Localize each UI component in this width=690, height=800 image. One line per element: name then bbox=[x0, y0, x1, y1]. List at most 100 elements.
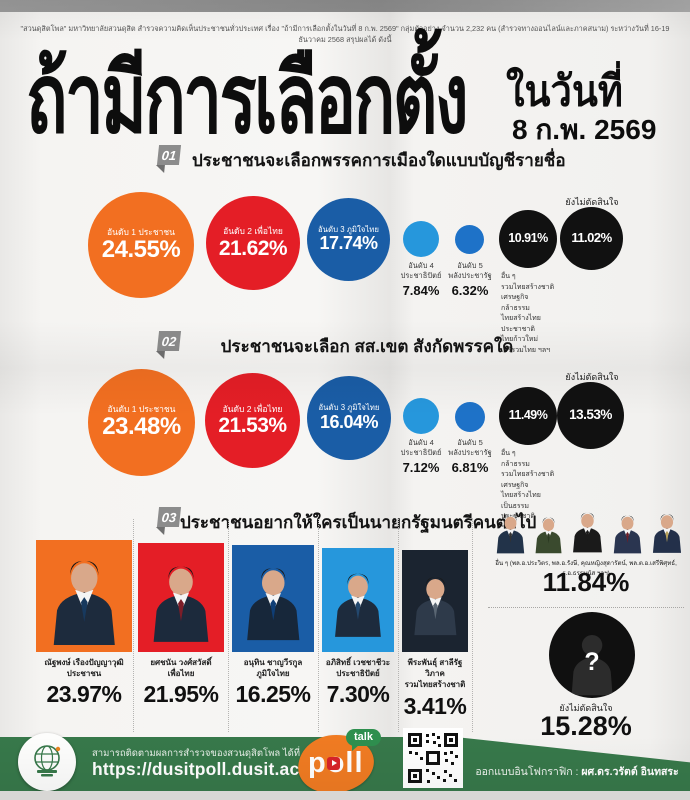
candidate-4-name: อภิสิทธิ์ เวชชาชีวะ ประชาธิปัตย์ bbox=[325, 658, 391, 679]
s2-rank3-value: 16.04% bbox=[319, 411, 379, 432]
candidate-card-5: พีระพันธุ์ สาลีรัฐวิภาค รวมไทยสร้างชาติ … bbox=[402, 550, 468, 720]
candidate-5-name: พีระพันธุ์ สาลีรัฐวิภาค รวมไทยสร้างชาติ bbox=[404, 658, 466, 690]
person-icon bbox=[531, 512, 566, 556]
divider bbox=[488, 607, 684, 608]
s1-bubble-rank4-dot bbox=[403, 221, 439, 257]
designer-credit: ออกแบบอินโฟกราฟิก : ผศ.ดร.วรัตต์ อินทสระ bbox=[468, 763, 686, 780]
s1-bubble-undecided: 11.02% bbox=[560, 207, 623, 270]
paper-bottom-edge bbox=[0, 791, 690, 800]
candidate-4-value: 7.30% bbox=[326, 681, 390, 708]
s2-rank4-value: 7.12% bbox=[402, 460, 440, 476]
person-icon bbox=[407, 556, 464, 652]
section-1-number-badge: 01 bbox=[156, 145, 182, 165]
s2-bubble-undecided: 13.53% bbox=[557, 382, 624, 449]
s1-bubble-others: 10.91% bbox=[499, 210, 557, 268]
s1-rank4-value: 7.84% bbox=[402, 283, 440, 299]
s1-rank5-label-block: อันดับ 5 พลังประชารัฐ 6.32% bbox=[436, 261, 504, 298]
candidate-3-name: อนุทิน ชาญวีรกูล ภูมิใจไทย bbox=[243, 658, 303, 679]
person-icon bbox=[568, 506, 607, 556]
person-icon bbox=[609, 510, 646, 556]
s1-bubble-rank3: อันดับ 3 ภูมิใจไทย 17.74% bbox=[307, 198, 390, 281]
s1-rank2-label: อันดับ 2 เพื่อไทย bbox=[223, 226, 283, 237]
person-icon bbox=[144, 550, 218, 652]
s1-rank4-label-block: อันดับ 4 ประชาธิปัตย์ 7.84% bbox=[383, 261, 459, 298]
credit-name: ผศ.ดร.วรัตต์ อินทสระ bbox=[581, 766, 679, 778]
globe-computer-icon bbox=[34, 745, 61, 777]
s2-rank4-label-block: อันดับ 4 ประชาธิปัตย์ 7.12% bbox=[383, 438, 459, 475]
candidate-card-4: อภิสิทธิ์ เวชชาชีวะ ประชาธิปัตย์ 7.30% bbox=[322, 548, 394, 708]
s2-rank4-label: อันดับ 4 ประชาธิปัตย์ bbox=[400, 438, 442, 458]
section-1-heading: ประชาชนจะเลือกพรรคการเมืองใดแบบบัญชีรายช… bbox=[192, 151, 566, 170]
section-3-number-badge: 03 bbox=[156, 507, 182, 527]
s1-bubble-rank1: อันดับ 1 ประชาชน 24.55% bbox=[88, 192, 194, 298]
s1-rank1-value: 24.55% bbox=[101, 235, 181, 263]
person-icon bbox=[43, 547, 126, 652]
play-icon bbox=[327, 757, 340, 770]
candidate-1-photo bbox=[36, 540, 132, 652]
others-value: 11.84% bbox=[542, 567, 630, 597]
candidate-3-value: 16.25% bbox=[235, 681, 311, 708]
others-group-photo bbox=[492, 505, 686, 556]
candidate-2-name: ยศชนัน วงศ์สวัสดิ์ เพื่อไทย bbox=[150, 658, 212, 679]
poll-talk-logo: poll talk bbox=[296, 729, 394, 796]
s3-undecided-label: ยังไม่ตัดสินใจ bbox=[559, 703, 613, 713]
candidate-card-3: อนุทิน ชาญวีรกูล ภูมิใจไทย 16.25% bbox=[232, 545, 314, 708]
s2-bubble-rank1: อันดับ 1 ประชาชน 23.48% bbox=[88, 369, 195, 476]
qr-pattern-icon bbox=[407, 732, 459, 784]
question-mark: ? bbox=[584, 648, 600, 676]
candidate-card-2: ยศชนัน วงศ์สวัสดิ์ เพื่อไทย 21.95% bbox=[138, 543, 224, 708]
talk-speech-bubble: talk bbox=[346, 729, 381, 751]
credit-label: ออกแบบอินโฟกราฟิก : bbox=[475, 766, 579, 778]
section-2-heading: ประชาชนจะเลือก สส.เขต สังกัดพรรคใด bbox=[220, 337, 514, 356]
s1-rank4-label: อันดับ 4 ประชาธิปัตย์ bbox=[400, 261, 442, 281]
s2-rank3-label: อันดับ 3 ภูมิใจไทย bbox=[318, 403, 380, 413]
divider bbox=[472, 519, 473, 732]
s2-others-value: 11.49% bbox=[508, 408, 548, 423]
others-caption: อื่น ๆ (พล.อ.ประวิตร, พล.อ.รังษี, คุณหญิ… bbox=[495, 560, 677, 577]
s2-undecided-label: ยังไม่ตัดสินใจ bbox=[565, 372, 619, 382]
s1-rank2-value: 21.62% bbox=[218, 236, 288, 260]
s2-bubble-rank5-dot bbox=[455, 402, 485, 432]
s1-rank1-label: อันดับ 1 ประชาชน bbox=[107, 226, 175, 237]
s2-rank1-value: 23.48% bbox=[102, 413, 181, 441]
candidate-1-name: ณัฐพงษ์ เรืองปัญญาวุฒิ ประชาชน bbox=[44, 658, 124, 679]
s1-rank5-label: อันดับ 5 พลังประชารัฐ bbox=[448, 261, 492, 281]
person-icon bbox=[327, 554, 389, 652]
s2-rank5-label-block: อันดับ 5 พลังประชารัฐ 6.81% bbox=[436, 438, 504, 475]
person-icon bbox=[238, 551, 309, 652]
candidate-2-photo bbox=[138, 543, 224, 652]
s1-rank3-label: อันดับ 3 ภูมิใจไทย bbox=[318, 224, 379, 234]
paper-top-edge bbox=[0, 0, 690, 12]
s1-rank3-value: 17.74% bbox=[319, 233, 378, 254]
qr-code bbox=[403, 728, 463, 788]
footer-follow-text: สามารถติดตามผลการสำรวจของสวนดุสิตโพล ได้… bbox=[92, 748, 301, 759]
s2-bubble-rank2: อันดับ 2 เพื่อไทย 21.53% bbox=[205, 373, 300, 468]
undecided-silhouette: ? bbox=[549, 612, 635, 698]
s1-undecided-value: 11.02% bbox=[571, 230, 612, 246]
s2-bubble-rank3: อันดับ 3 ภูมิใจไทย 16.04% bbox=[307, 376, 391, 460]
section-2-number-badge: 02 bbox=[156, 331, 182, 351]
s1-others-party-list: อื่น ๆ รวมไทยสร้างชาติ เศรษฐกิจ กล้าธรรม… bbox=[501, 273, 555, 354]
divider bbox=[318, 519, 319, 732]
s1-bubble-rank5-dot bbox=[455, 225, 484, 254]
person-icon bbox=[648, 508, 686, 556]
s3-undecided-value: 15.28% bbox=[540, 711, 632, 741]
person-icon bbox=[492, 510, 529, 556]
divider bbox=[398, 519, 399, 732]
candidate-3-photo bbox=[232, 545, 314, 652]
s1-others-value: 10.91% bbox=[508, 231, 548, 246]
section-3-heading: ประชาชนอยากให้ใครเป็นนายกรัฐมนตรีคนต่อไป bbox=[180, 513, 537, 532]
s2-rank1-label: อันดับ 1 ประชาชน bbox=[107, 404, 176, 415]
candidate-card-1: ณัฐพงษ์ เรืองปัญญาวุฒิ ประชาชน 23.97% bbox=[36, 540, 132, 708]
s2-rank2-value: 21.53% bbox=[218, 414, 287, 438]
footer-url: https://dusitpoll.dusit.ac.th bbox=[92, 759, 322, 779]
candidate-1-value: 23.97% bbox=[46, 681, 122, 708]
candidate-4-photo bbox=[322, 548, 394, 652]
s2-bubble-others: 11.49% bbox=[499, 387, 557, 445]
divider bbox=[228, 519, 229, 732]
s2-rank5-label: อันดับ 5 พลังประชารัฐ bbox=[448, 438, 492, 458]
s1-undecided-label: ยังไม่ตัดสินใจ bbox=[565, 197, 619, 207]
candidate-5-photo bbox=[402, 550, 468, 652]
candidate-5-value: 3.41% bbox=[403, 692, 467, 719]
